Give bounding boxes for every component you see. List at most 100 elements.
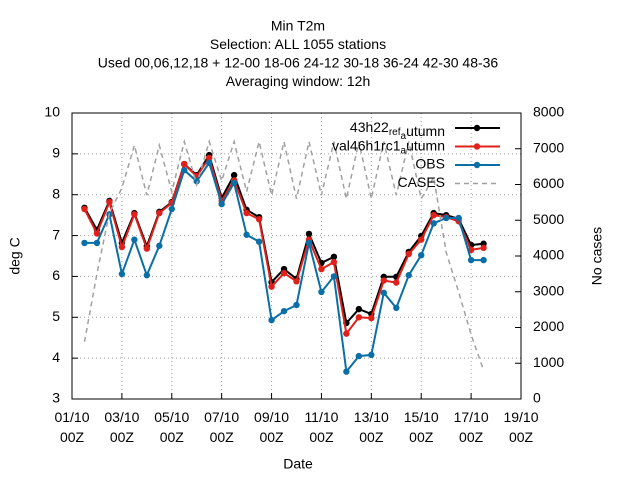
- point: [118, 270, 126, 278]
- point: [393, 304, 400, 312]
- y2-tick-label: 3000: [533, 282, 564, 298]
- point: [318, 265, 325, 273]
- x-tick-label: 09/10 00Z: [254, 409, 289, 445]
- x-tick-label: 11/10 00Z: [304, 409, 338, 445]
- point: [131, 236, 138, 243]
- y2-tick-label: 1000: [533, 354, 564, 370]
- legend-label: CASES: [398, 174, 445, 190]
- point: [355, 314, 363, 321]
- point: [205, 154, 213, 162]
- point: [368, 351, 375, 359]
- y2-tick-label: 7000: [533, 139, 564, 155]
- y-tick-label: 5: [52, 308, 60, 324]
- x-tick-label: 07/10 00Z: [204, 409, 239, 445]
- point: [255, 238, 263, 245]
- legend-label: OBS: [415, 156, 445, 172]
- point: [181, 167, 188, 174]
- point: [93, 230, 101, 237]
- point: [280, 307, 288, 315]
- point: [268, 283, 275, 290]
- chart-title: Used 00,06,12,18 + 12-00 18-06 24-12 30-…: [98, 55, 499, 71]
- x-tick-label: 13/10 00Z: [354, 409, 389, 445]
- point: [380, 277, 388, 284]
- x-tick-label: 17/10 00Z: [454, 409, 489, 445]
- series-line: [83, 138, 485, 371]
- point: [330, 253, 338, 261]
- point: [118, 243, 126, 251]
- point: [355, 305, 363, 313]
- point: [106, 198, 113, 206]
- point: [455, 214, 462, 222]
- y2-axis-label: No cases: [589, 227, 605, 285]
- plot-frame: [71, 112, 522, 400]
- point: [255, 216, 263, 223]
- point: [442, 214, 450, 222]
- point: [293, 278, 300, 285]
- x-tick-label: 01/10 00Z: [54, 409, 89, 445]
- point: [305, 239, 313, 247]
- y2-tick-label: 4000: [533, 247, 564, 263]
- point: [230, 171, 238, 179]
- point: [343, 330, 350, 337]
- point: [480, 244, 487, 252]
- legend-marker: [473, 124, 481, 132]
- point: [218, 200, 225, 208]
- point: [418, 251, 425, 259]
- y2-tick-label: 6000: [533, 175, 564, 191]
- legend-label: 43h22refautumn: [350, 119, 445, 142]
- point: [418, 236, 425, 243]
- x-tick-label: 03/10 00Z: [104, 409, 139, 445]
- point: [81, 239, 88, 247]
- y-tick-label: 7: [52, 226, 60, 242]
- y-tick-label: 4: [52, 349, 60, 365]
- x-tick-label: 19/10 00Z: [503, 409, 538, 445]
- point: [330, 258, 338, 266]
- point: [243, 231, 250, 238]
- point: [131, 211, 138, 218]
- point: [393, 279, 400, 286]
- x-tick-label: 15/10 00Z: [404, 409, 439, 445]
- legend-marker: [473, 143, 481, 150]
- point: [181, 160, 188, 168]
- x-tick-label: 05/10 00Z: [154, 409, 189, 445]
- chart-title: Min T2m: [271, 18, 325, 34]
- point: [205, 159, 213, 167]
- y-tick-label: 3: [52, 390, 60, 406]
- legend-marker: [473, 161, 481, 169]
- point: [143, 272, 151, 279]
- point: [168, 205, 175, 213]
- y-tick-label: 9: [52, 145, 60, 161]
- point: [405, 272, 412, 279]
- point: [243, 209, 250, 217]
- point: [156, 242, 163, 249]
- point: [293, 301, 300, 309]
- point: [230, 179, 238, 187]
- point: [318, 288, 325, 296]
- y-tick-label: 8: [52, 185, 60, 201]
- point: [480, 256, 487, 264]
- point: [193, 178, 200, 185]
- point: [143, 245, 151, 252]
- point: [343, 368, 350, 375]
- y-axis-label: deg C: [7, 237, 23, 274]
- point: [368, 314, 375, 322]
- point: [280, 269, 288, 277]
- y2-tick-label: 2000: [533, 318, 564, 334]
- y2-tick-label: 0: [533, 390, 541, 406]
- point: [405, 250, 412, 258]
- point: [81, 205, 88, 213]
- y2-tick-label: 5000: [533, 211, 564, 227]
- y2-tick-label: 8000: [533, 104, 564, 120]
- point: [268, 316, 275, 324]
- y-tick-label: 6: [52, 267, 60, 283]
- point: [330, 273, 338, 280]
- legend-label: val46h1rc1autumn: [332, 137, 445, 156]
- y-tick-label: 10: [44, 104, 60, 120]
- point: [430, 220, 437, 227]
- chart-title: Selection: ALL 1055 stations: [210, 36, 386, 52]
- point: [355, 352, 363, 360]
- point: [467, 256, 475, 264]
- point: [305, 230, 313, 238]
- point: [156, 209, 163, 217]
